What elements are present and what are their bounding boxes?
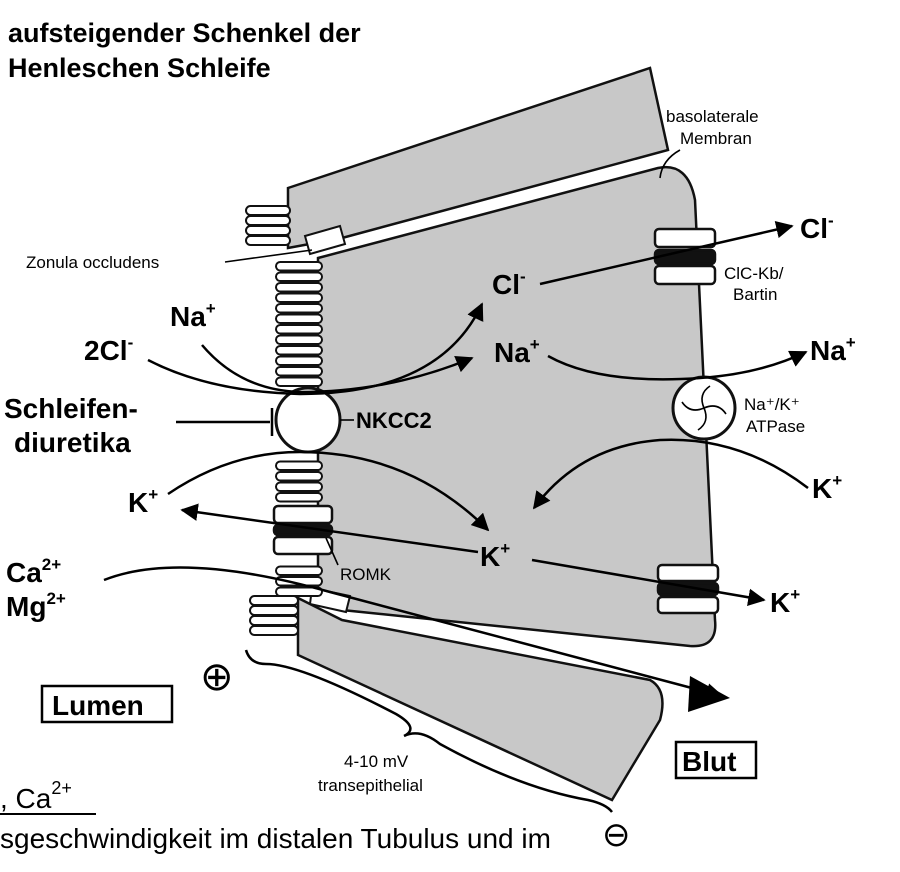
microvillus <box>275 366 323 377</box>
microvillus <box>275 313 323 324</box>
lower-microvilli <box>249 595 299 636</box>
microvillus <box>275 282 323 293</box>
ion-lumen-na: Na+ <box>170 299 216 332</box>
lumen-positive-sign: ⊕ <box>200 655 234 699</box>
blut-label: Blut <box>682 746 736 777</box>
paracellular-arrowhead <box>688 676 730 712</box>
na-k-atpase-pump <box>671 375 737 441</box>
nkcc2-transporter <box>274 386 342 454</box>
basolateral-label-line1: basolaterale <box>666 107 759 126</box>
apical-microvilli <box>275 261 323 597</box>
drug-label-line1: Schleifen- <box>4 393 138 424</box>
ion-lumen-2cl: 2Cl- <box>84 333 133 366</box>
lumen-box <box>40 684 174 724</box>
lumen-label: Lumen <box>52 690 144 721</box>
basolateral-label-line2: Membran <box>680 129 752 148</box>
atpase-label-line1: Na⁺/K⁺ <box>744 395 800 414</box>
microvillus <box>275 460 323 471</box>
background-sentence: sgeschwindigkeit im distalen Tubulus und… <box>0 823 551 854</box>
blood-negative-sign: ⊖ <box>602 816 631 854</box>
main-epithelial-cell <box>316 165 717 648</box>
microvillus <box>275 586 323 597</box>
drug-label-line2: diuretika <box>14 427 131 458</box>
ion-blood-k-in: K+ <box>812 471 842 504</box>
arrow-k-to-blood <box>531 558 766 606</box>
blut-box <box>674 740 758 780</box>
ion-lumen-k: K+ <box>128 485 158 518</box>
microvillus <box>275 334 323 345</box>
ion-blood-na: Na+ <box>810 333 856 366</box>
microvillus <box>275 292 323 303</box>
romk-channel <box>272 504 334 556</box>
microvillus <box>275 303 323 314</box>
ion-lumen-ca: Ca2+ <box>6 555 61 588</box>
microvillus <box>275 324 323 335</box>
microvillus <box>275 471 323 482</box>
diagram-title-line1: aufsteigender Schenkel der <box>8 18 361 48</box>
voltage-label-line2: transepithelial <box>318 776 423 795</box>
background-fragment-line: , Ca2+ <box>0 778 72 814</box>
arrow-k-to-lumen <box>180 503 479 554</box>
arrow-k-into-cell <box>167 450 490 532</box>
clc-kb-channel <box>653 227 717 286</box>
microvillus <box>275 271 323 282</box>
arrow-na-to-blood <box>547 350 808 381</box>
clc-label-line2: Bartin <box>733 285 777 304</box>
ion-cell-k: K+ <box>480 539 510 572</box>
microvillus <box>275 576 323 587</box>
microvillus <box>275 376 323 387</box>
ion-blood-cl: Cl- <box>800 211 834 244</box>
ion-lumen-mg: Mg2+ <box>6 589 66 622</box>
romk-label: ROMK <box>340 565 392 584</box>
microvillus <box>275 492 323 503</box>
upper-tight-junction <box>303 224 347 256</box>
arrow-na-into-cell <box>201 344 474 394</box>
microvillus <box>275 565 323 576</box>
nkcc2-label: NKCC2 <box>356 408 432 433</box>
basolateral-k-channel <box>656 563 720 615</box>
arrow-2cl-into-cell <box>147 302 484 396</box>
ion-cell-cl: Cl- <box>492 267 526 300</box>
ion-cell-na: Na+ <box>494 335 540 368</box>
diagram-title-line2: Henleschen Schleife <box>8 53 271 83</box>
lower-neighbor-cell <box>296 595 664 802</box>
clc-label-line1: ClC-Kb/ <box>724 264 784 283</box>
microvillus <box>275 355 323 366</box>
arrow-cl-to-blood <box>539 221 794 286</box>
microvillus <box>275 345 323 356</box>
microvillus <box>275 261 323 272</box>
voltage-bracket <box>244 649 613 813</box>
arrow-paracellular-cations <box>103 566 724 701</box>
atpase-label-line2: ATPase <box>746 417 805 436</box>
microvillus <box>275 481 323 492</box>
upper-microvilli <box>245 205 291 246</box>
zonula-label: Zonula occludens <box>26 253 159 272</box>
ion-blood-k-out: K+ <box>770 585 800 618</box>
voltage-label-line1: 4-10 mV <box>344 752 409 771</box>
arrow-k-from-blood <box>532 438 809 510</box>
